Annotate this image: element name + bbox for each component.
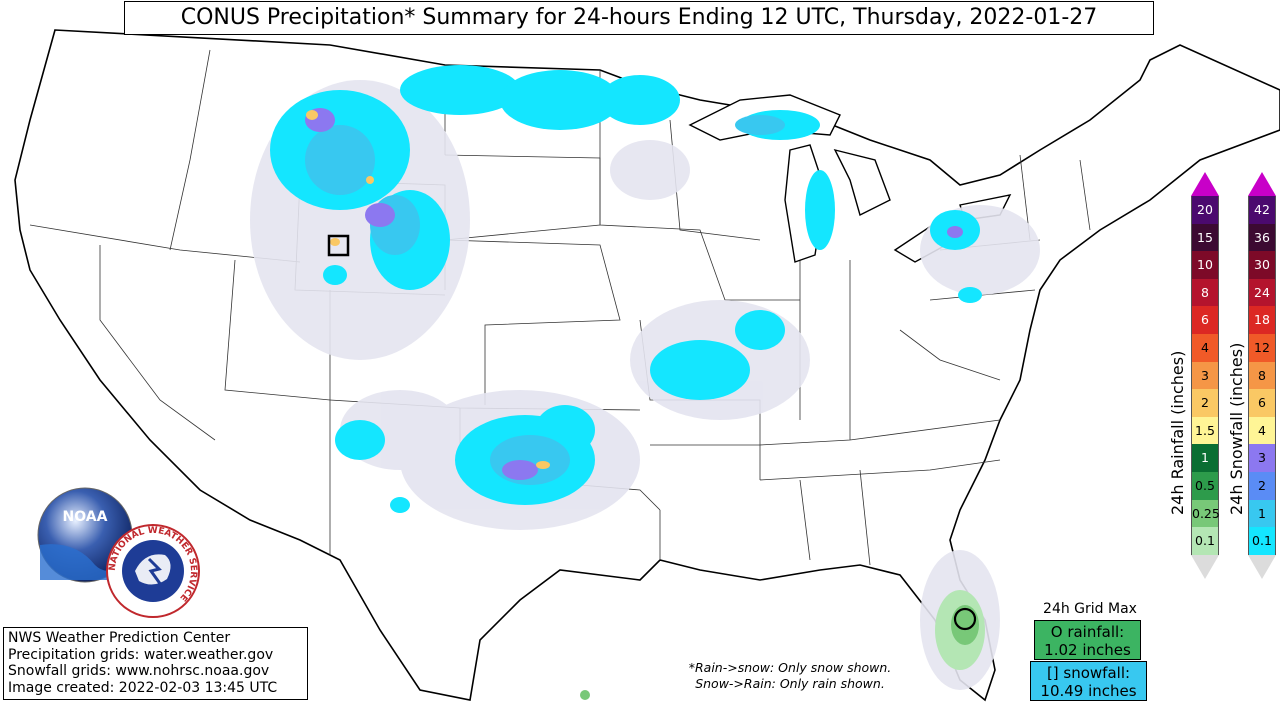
snow-legend-level-12: 0.1 <box>1248 527 1276 555</box>
snow-legend-level-0: 42 <box>1248 196 1276 224</box>
rain-legend-level-8: 1.5 <box>1191 416 1219 445</box>
snow-legend-level-2: 30 <box>1248 251 1276 279</box>
snow-legend-level-8: 4 <box>1248 416 1276 445</box>
note-line-2: Snow->Rain: Only rain shown. <box>695 676 885 691</box>
snow-legend-level-10: 2 <box>1248 471 1276 500</box>
info-line-precip-grids: Precipitation grids: water.weather.gov <box>8 646 274 663</box>
snow-legend-label: 24h Snowfall (inches) <box>1227 342 1246 515</box>
rain-legend-level-9: 1 <box>1191 444 1219 472</box>
grid-max-rain-value: 1.02 inches <box>1044 641 1131 659</box>
rain-legend-level-0: 20 <box>1191 196 1219 224</box>
snow-legend-level-1: 36 <box>1248 223 1276 252</box>
rain-legend-top-arrow <box>1191 172 1219 196</box>
info-line-created: Image created: 2022-02-03 13:45 UTC <box>8 679 278 696</box>
snow-legend-level-9: 3 <box>1248 444 1276 472</box>
noaa-logo-text: NOAA <box>63 509 108 525</box>
grid-max-rain-label: O rainfall: <box>1050 623 1125 641</box>
info-line-snow-grids: Snowfall grids: www.nohrsc.noaa.gov <box>8 663 270 679</box>
snow-legend-top-arrow <box>1248 172 1276 196</box>
rain-legend-level-6: 3 <box>1191 361 1219 390</box>
grid-max-snow-value: 10.49 inches <box>1040 682 1137 700</box>
rain-legend-level-2: 10 <box>1191 251 1219 279</box>
rain-legend-level-12: 0.1 <box>1191 527 1219 555</box>
rain-legend: 20 15 10 8 6 4 3 2 1.5 1 0.5 0.25 0.1 <box>1191 172 1220 579</box>
snowfall-max-marker <box>327 234 350 257</box>
rain-legend-level-3: 8 <box>1191 278 1219 307</box>
snow-legend-level-4: 18 <box>1248 306 1276 334</box>
snow-legend-level-7: 6 <box>1248 389 1276 417</box>
nws-logo: NATIONAL WEATHER SERVICE <box>106 524 200 618</box>
snow-maxima <box>306 110 550 469</box>
grid-max-snow-label: [] snowfall: <box>1046 664 1131 682</box>
map-title: CONUS Precipitation* Summary for 24-hour… <box>124 1 1154 35</box>
grid-max-snow-box: [] snowfall: 10.49 inches <box>1030 661 1147 701</box>
rain-snow-note: *Rain->snow: Only snow shown. Snow->Rain… <box>660 660 920 692</box>
rain-legend-bottom-arrow <box>1191 554 1219 579</box>
info-line-wpc: NWS Weather Prediction Center <box>8 630 231 646</box>
rain-legend-level-1: 15 <box>1191 223 1219 252</box>
snow-legend-level-3: 24 <box>1248 278 1276 307</box>
grid-max-title: 24h Grid Max <box>1043 601 1137 617</box>
rain-legend-level-4: 6 <box>1191 306 1219 334</box>
snow-legend-level-5: 12 <box>1248 333 1276 362</box>
rain-legend-level-11: 0.25 <box>1191 499 1220 528</box>
snow-legend-level-6: 8 <box>1248 361 1276 390</box>
rainfall-max-marker <box>953 607 977 631</box>
snow-legend-bottom-arrow <box>1248 554 1276 579</box>
rain-legend-level-7: 2 <box>1191 389 1219 417</box>
rain-legend-level-5: 4 <box>1191 333 1219 362</box>
grid-max-rain-box: O rainfall: 1.02 inches <box>1034 620 1141 660</box>
rain-areas <box>580 590 985 700</box>
info-box: NWS Weather Prediction Center Precipitat… <box>3 627 308 700</box>
snow-legend-level-11: 1 <box>1248 499 1276 528</box>
rain-legend-label: 24h Rainfall (inches) <box>1168 350 1187 515</box>
snow-legend: 42 36 30 24 18 12 8 6 4 3 2 1 0.1 <box>1248 172 1276 579</box>
note-line-1: *Rain->snow: Only snow shown. <box>688 660 892 675</box>
rain-legend-level-10: 0.5 <box>1191 471 1219 500</box>
